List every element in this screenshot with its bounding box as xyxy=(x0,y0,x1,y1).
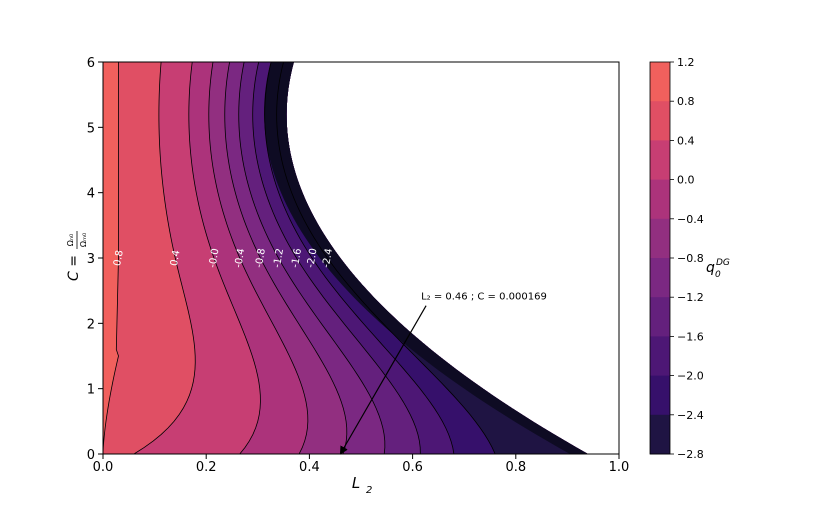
colorbar-band xyxy=(650,258,670,298)
x-axis-label: L 2 xyxy=(352,474,373,496)
contour-fill-bands xyxy=(103,62,589,454)
colorbar-tick-label: 1.2 xyxy=(677,56,695,69)
y-axis-label-main: C = xyxy=(66,255,82,281)
annotation-text: L₂ = 0.46 ; C = 0.000169 xyxy=(421,292,547,303)
colorbar-band xyxy=(650,375,670,416)
x-axis-label-main: L xyxy=(352,474,360,492)
contour-label: 0.8 xyxy=(112,249,126,267)
colorbar-tick-label: −2.0 xyxy=(677,370,704,383)
contour-line--0.8 xyxy=(224,62,348,454)
x-tick-label: 0.4 xyxy=(299,460,320,475)
y-axis-label-denominator: Ωₘ₀ xyxy=(79,233,88,247)
x-tick-label: 0.2 xyxy=(196,460,217,475)
colorbar-band xyxy=(650,179,670,220)
colorbar-band xyxy=(650,414,670,455)
y-axis-label-numerator: Ωₙ₀ xyxy=(66,234,75,247)
annotation-arrow xyxy=(339,305,427,455)
colorbar-tick-label: 0.8 xyxy=(677,95,695,108)
colorbar-band xyxy=(650,336,670,377)
colorbar-label-sup: DG xyxy=(716,258,730,268)
contour-line--2.4 xyxy=(276,62,496,454)
contour-label: -0.4 xyxy=(233,248,247,269)
y-tick-label: 3 xyxy=(87,252,95,267)
y-axis: 0 1 2 3 4 5 6 xyxy=(87,56,103,463)
y-tick-label: 2 xyxy=(87,317,95,332)
colorbar-label-sub: 0 xyxy=(715,270,721,280)
colorbar-tick-label: −0.8 xyxy=(677,252,704,265)
colorbar-tick-label: −2.8 xyxy=(677,448,704,461)
contour-label: -2.0 xyxy=(305,248,319,269)
colorbar-band xyxy=(650,140,670,181)
contour-line-0.4 xyxy=(133,62,196,454)
colorbar-band xyxy=(650,101,670,141)
x-axis: 0.0 0.2 0.4 0.6 0.8 1.0 xyxy=(93,454,630,475)
colorbar-tick-label: 0.4 xyxy=(677,134,695,147)
contour-line--1.2 xyxy=(238,62,386,454)
y-tick-label: 0 xyxy=(87,448,95,463)
contour-band--2.8 xyxy=(264,62,589,454)
x-tick-label: 0.0 xyxy=(93,460,114,475)
y-axis-label: C = Ωₙ₀ Ωₘ₀ xyxy=(66,231,88,281)
colorbar-tick-label: −1.2 xyxy=(677,291,704,304)
colorbar: 1.2 0.8 0.4 0.0 −0.4 −0.8 −1.2 −1.6 −2.0 −2.4 −2.8 xyxy=(649,56,704,461)
contour-label: -0.8 xyxy=(254,248,268,269)
colorbar-tick-label: −0.4 xyxy=(677,213,704,226)
contour-line--0.0 xyxy=(188,62,261,454)
contour-label: -2.4 xyxy=(321,248,335,269)
colorbar-band xyxy=(650,218,670,259)
annotation: L₂ = 0.46 ; C = 0.000169 xyxy=(339,292,547,455)
contour-lines xyxy=(103,62,496,454)
contour-labels: 0.8 0.4 -0.0 -0.4 -0.8 -1.2 -1.6 -2.0 -2.4 xyxy=(112,248,335,269)
colorbar-label-main: q xyxy=(706,260,715,276)
contour-band--0.4 xyxy=(208,62,589,454)
plot-area: 0.8 0.4 -0.0 -0.4 -0.8 -1.2 -1.6 -2.0 -2.4 xyxy=(102,61,620,455)
x-axis-label-sub: 2 xyxy=(366,485,372,496)
x-tick-label: 0.6 xyxy=(402,460,423,475)
y-tick-label: 5 xyxy=(87,121,95,136)
contour-line--2.0 xyxy=(264,62,455,454)
colorbar-label: q 0 DG xyxy=(706,258,730,280)
x-tick-label: 0.8 xyxy=(505,460,526,475)
contour-line--0.4 xyxy=(208,62,309,454)
colorbar-tick-label: 0.0 xyxy=(677,174,695,187)
contour-line--1.6 xyxy=(252,62,421,454)
colorbar-band xyxy=(650,62,670,102)
contour-line-0.8 xyxy=(103,62,119,454)
colorbar-band xyxy=(650,297,670,337)
colorbar-tick-label: −2.4 xyxy=(677,409,704,422)
contour-label: 0.4 xyxy=(169,249,183,267)
y-tick-label: 6 xyxy=(87,56,95,71)
x-tick-label: 1.0 xyxy=(609,460,630,475)
contour-label: -1.2 xyxy=(272,248,286,269)
y-tick-label: 1 xyxy=(87,383,95,398)
contour-label: -1.6 xyxy=(290,248,304,269)
contour-label: -0.0 xyxy=(207,248,221,269)
colorbar-tick-label: −1.6 xyxy=(677,330,704,343)
y-tick-label: 4 xyxy=(87,187,95,202)
